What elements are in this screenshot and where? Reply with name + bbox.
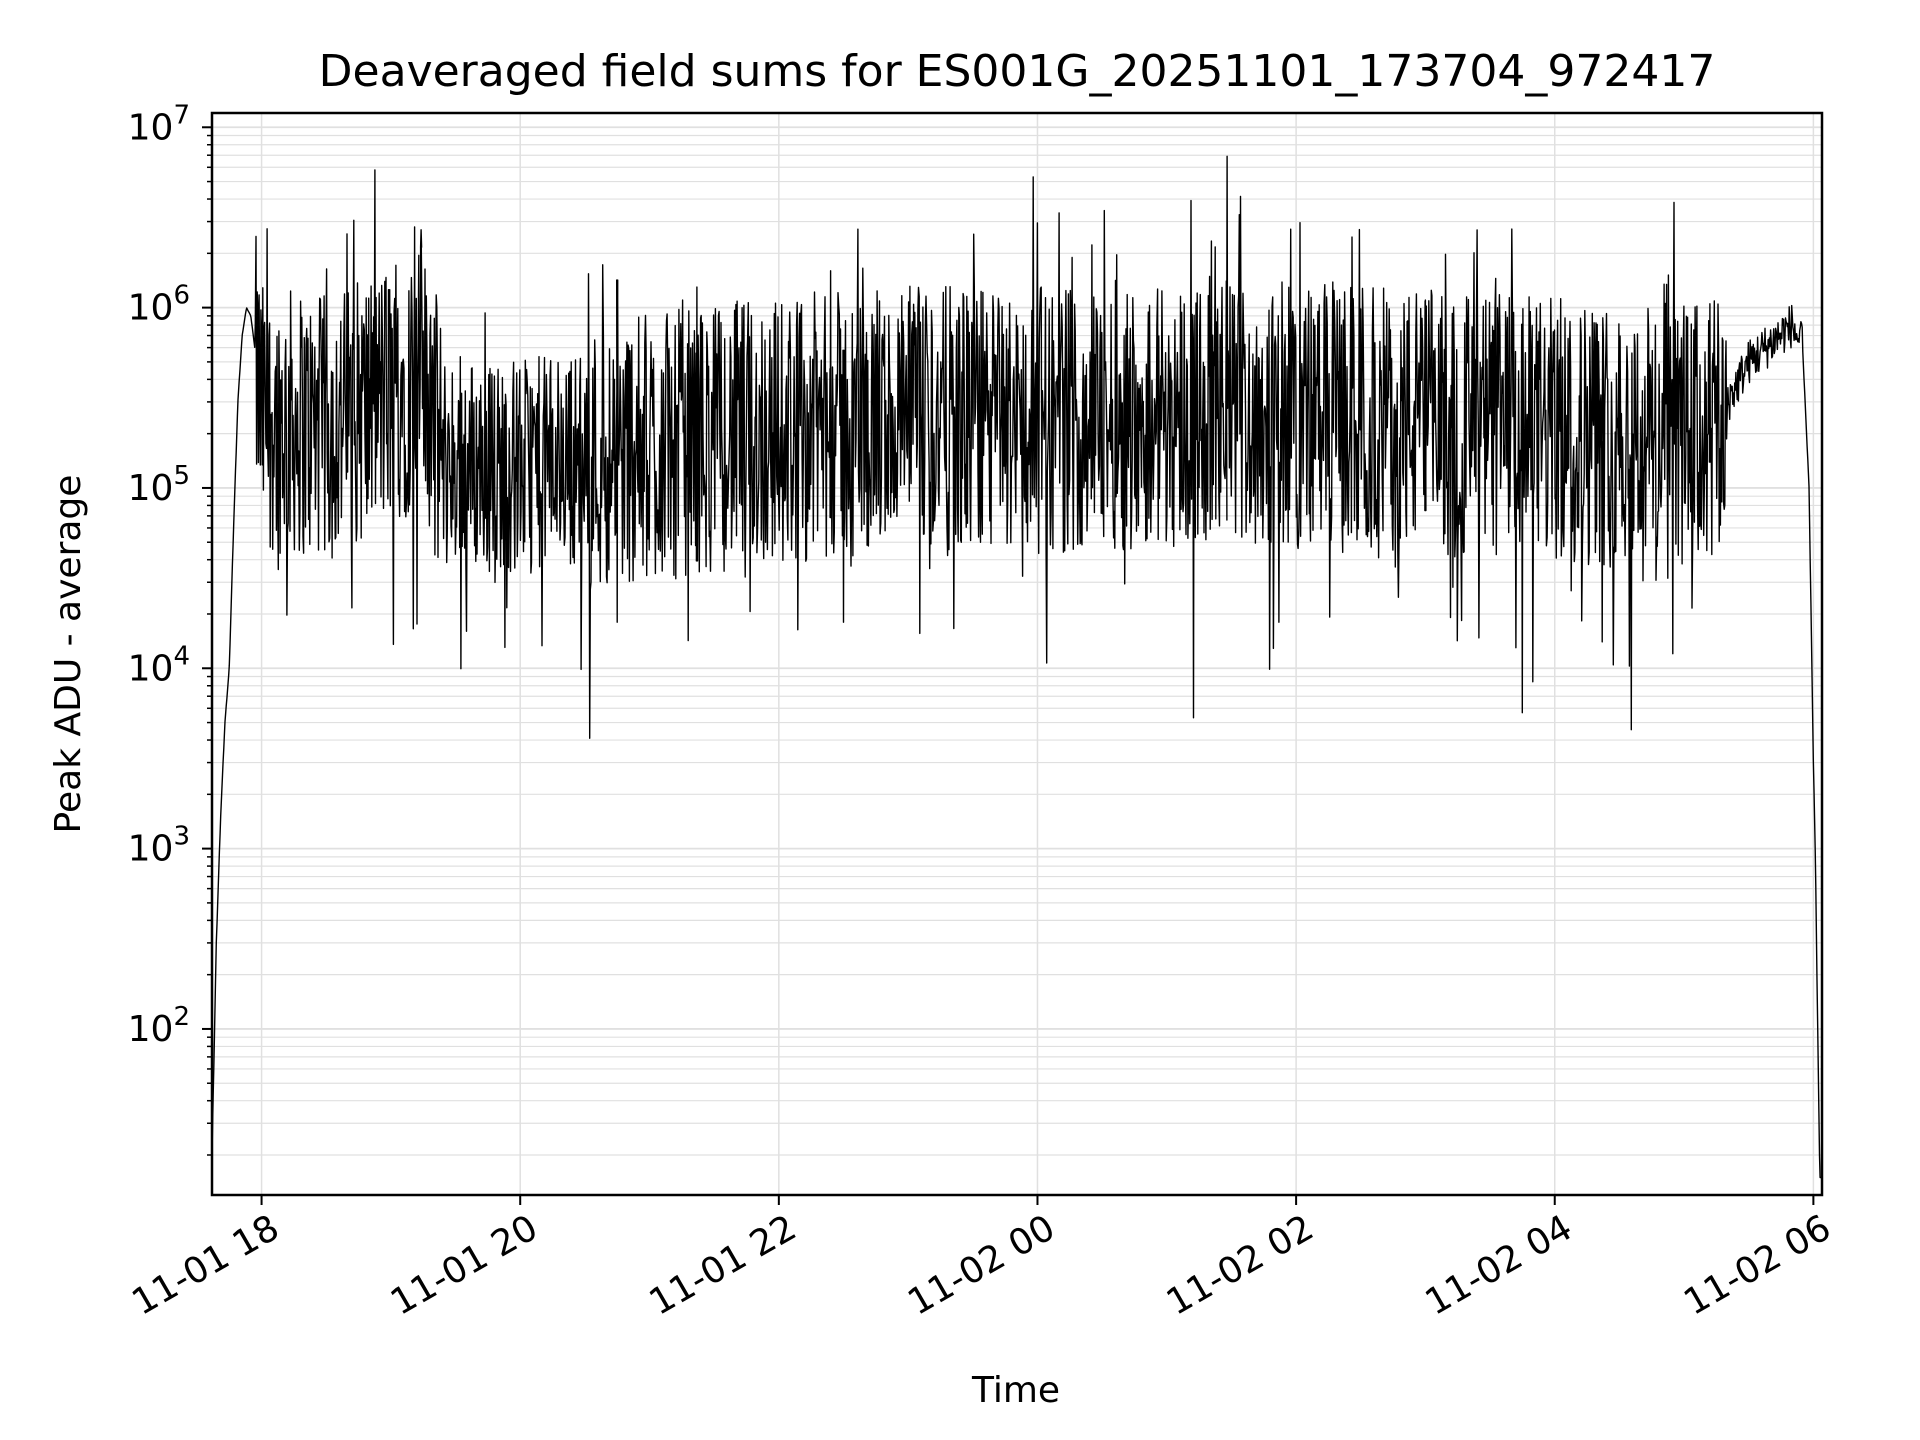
x-tick-label: 11-02 00	[901, 1207, 1062, 1323]
plot-frame	[210, 111, 1824, 1197]
ticks: 11-01 18 11-01 20 11-01 22 11-02 00 11-02 02…	[125, 100, 1837, 1323]
y-tick-label: 107	[128, 100, 190, 148]
y-tick-label: 104	[128, 641, 190, 689]
x-axis-label: Time	[971, 1370, 1060, 1411]
y-tick-label: 105	[128, 461, 190, 509]
y-tick-label: 106	[128, 281, 190, 329]
chart-title: Deaveraged field sums for ES001G_2025110…	[319, 46, 1716, 97]
data-line-layer	[211, 155, 1823, 1179]
x-tick-label: 11-01 18	[125, 1207, 286, 1323]
x-tick-label: 11-01 20	[384, 1207, 545, 1323]
x-tick-label: 11-02 02	[1160, 1207, 1321, 1323]
x-tick-label: 11-02 04	[1419, 1207, 1580, 1323]
x-tick-label: 11-02 06	[1677, 1207, 1838, 1323]
y-axis-label: Peak ADU - average	[48, 475, 89, 834]
x-tick-label: 11-01 22	[643, 1207, 804, 1323]
y-tick-label: 103	[128, 822, 190, 870]
series-line	[211, 155, 1823, 1179]
y-tick-label: 102	[128, 1002, 190, 1050]
grid	[212, 113, 1822, 1195]
